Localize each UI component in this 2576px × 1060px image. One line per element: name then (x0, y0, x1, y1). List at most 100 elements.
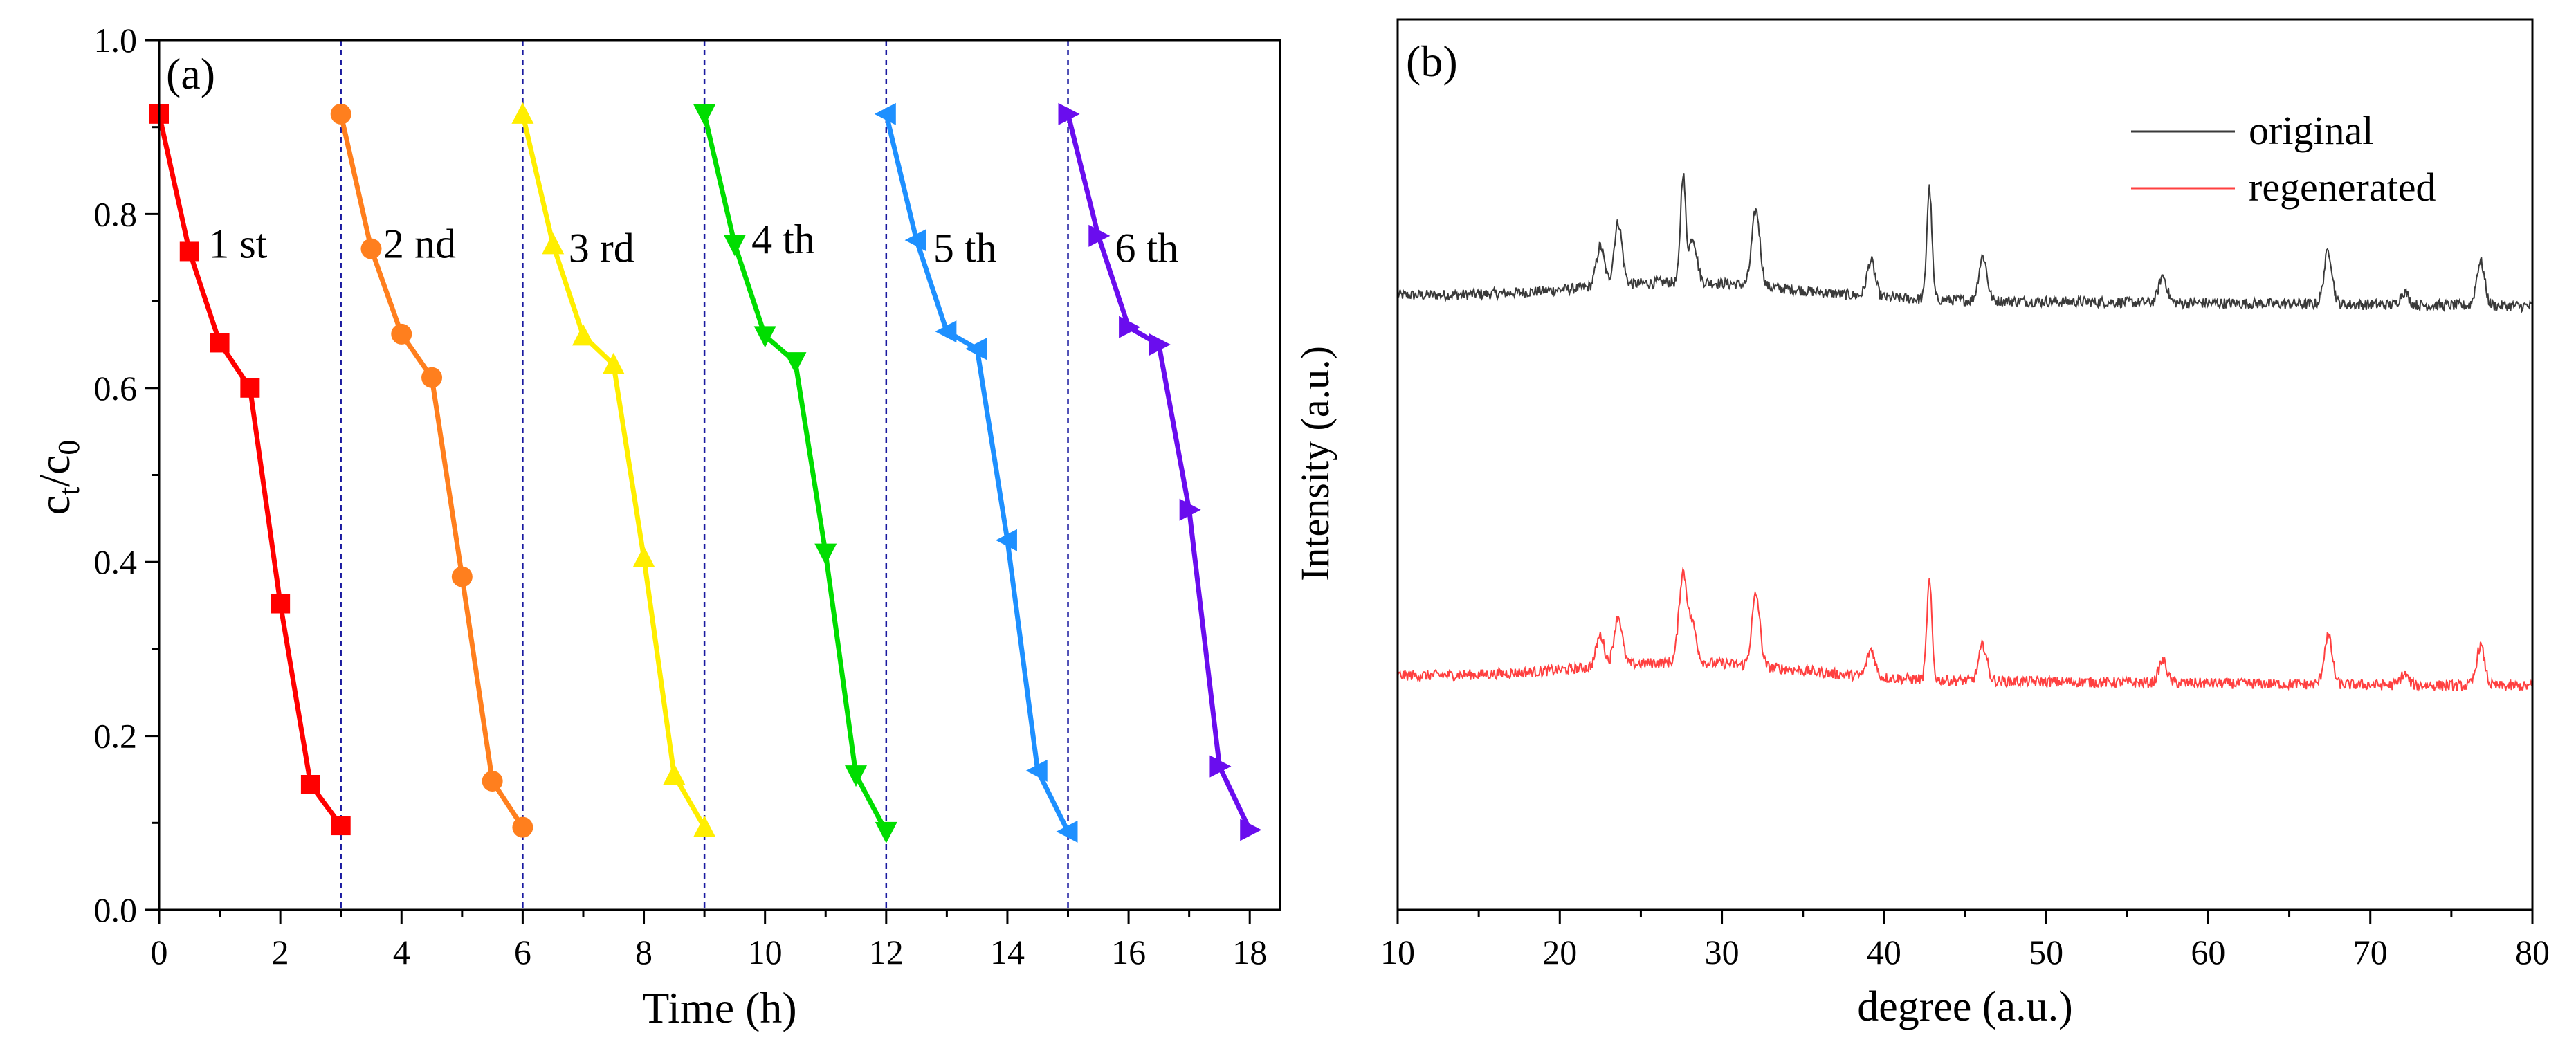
data-point (482, 770, 503, 792)
data-point (663, 763, 686, 785)
data-point (632, 545, 655, 567)
x-tick-label: 40 (1867, 933, 1901, 971)
data-point (330, 103, 351, 125)
x-tick-label: 0 (151, 933, 168, 971)
data-point (965, 338, 987, 360)
x-tick-label: 12 (869, 933, 904, 971)
y-axis-label-sub-t: t (52, 487, 86, 495)
x-tick-label: 4 (393, 933, 410, 971)
cycle-label: 5 th (933, 226, 997, 271)
panel-a-label: (a) (166, 49, 215, 98)
panel-b-plot-frame (1396, 18, 2534, 911)
y-axis-label-c: c (30, 495, 79, 515)
data-point (814, 543, 837, 565)
series-line (1066, 113, 1252, 831)
x-axis-ticks: 10 20 30 40 50 60 70 80 (1380, 910, 2550, 971)
series-cycle-3 (511, 102, 716, 837)
series-cycle-1 (149, 104, 351, 836)
y-axis-label-sub-0: 0 (52, 440, 86, 455)
x-tick-label: 14 (990, 933, 1025, 971)
x-axis-label: degree (a.u.) (1857, 983, 2073, 1030)
x-tick-label: 20 (1542, 933, 1577, 971)
data-point (1179, 498, 1201, 521)
series-cycle-2 (330, 103, 533, 838)
data-point (1056, 820, 1078, 843)
data-point (210, 333, 230, 353)
data-point (300, 774, 320, 794)
x-tick-label: 2 (272, 933, 289, 971)
series-line (520, 113, 707, 829)
x-tick-label: 80 (2515, 933, 2550, 971)
data-point (271, 594, 291, 614)
data-point (693, 104, 716, 126)
xrd-series-regenerated (1397, 567, 2533, 692)
data-point (391, 323, 412, 345)
legend: original regenerated (2131, 108, 2436, 210)
series-cycle-5 (874, 102, 1078, 843)
data-point (904, 229, 926, 252)
cycle-dividers (340, 40, 1069, 910)
y-tick-label: 0.4 (94, 542, 138, 581)
series-cycle-6 (1058, 102, 1262, 841)
panel-b-label: (b) (1406, 37, 1458, 86)
data-point (179, 241, 199, 262)
cycle-label: 1 st (208, 221, 267, 266)
cycle-label: 6 th (1115, 226, 1179, 271)
x-tick-label: 70 (2353, 933, 2388, 971)
data-point (1088, 224, 1111, 247)
data-point (602, 352, 625, 374)
data-point (1209, 755, 1232, 778)
data-point (935, 320, 957, 343)
series-line (884, 113, 1070, 833)
y-tick-label: 0.8 (94, 194, 138, 233)
data-point (421, 367, 443, 388)
data-point (511, 102, 534, 124)
cycle-label: 3 rd (569, 226, 634, 271)
data-point (995, 529, 1017, 551)
data-point (451, 566, 473, 587)
xrd-series-original (1397, 173, 2533, 313)
cycle-labels: 1 st 2 nd 3 rd 4 th 5 th 6 th (208, 217, 1178, 271)
x-tick-label: 16 (1111, 933, 1146, 971)
series-cycle-4 (693, 104, 897, 843)
x-tick-label: 30 (1705, 933, 1739, 971)
cycle-label: 2 nd (383, 221, 456, 266)
y-tick-label: 0.2 (94, 717, 138, 756)
data-point (875, 821, 897, 843)
degradation-series (149, 102, 1262, 843)
x-tick-label: 6 (514, 933, 531, 971)
y-tick-label: 0.0 (94, 890, 138, 929)
data-point (874, 102, 896, 125)
x-tick-label: 50 (2029, 933, 2063, 971)
cycle-label: 4 th (751, 217, 815, 262)
x-tick-label: 18 (1232, 933, 1267, 971)
data-point (1025, 759, 1048, 782)
panel-a-degradation-cycles: 0 2 4 6 8 10 12 14 16 18 0.0 0.2 0.4 0.6 0.8 1.0 1 st 2… (30, 21, 1281, 1032)
data-point (845, 765, 868, 787)
y-axis-label-sep: /c (30, 455, 79, 487)
data-point (693, 815, 716, 837)
data-point (240, 378, 260, 398)
x-tick-label: 10 (748, 933, 783, 971)
data-point (723, 235, 746, 257)
data-point (1119, 316, 1141, 338)
data-point (572, 324, 594, 346)
panel-b-xrd-patterns: 10 20 30 40 50 60 70 80 (b) original regenerate… (1292, 18, 2550, 1030)
x-tick-label: 60 (2191, 933, 2225, 971)
x-tick-label: 10 (1380, 933, 1415, 971)
legend-label-regenerated: regenerated (2249, 165, 2436, 210)
data-point (360, 238, 382, 259)
data-point (512, 816, 533, 838)
data-point (753, 326, 776, 348)
data-point (331, 816, 351, 836)
data-point (1240, 819, 1262, 841)
y-tick-label: 0.6 (94, 369, 138, 408)
x-tick-label: 8 (635, 933, 652, 971)
y-axis-ticks: 0.0 0.2 0.4 0.6 0.8 1.0 (94, 21, 159, 929)
x-axis-label: Time (h) (642, 983, 796, 1032)
legend-label-original: original (2249, 108, 2373, 153)
data-point (1149, 333, 1171, 356)
data-point (1058, 102, 1080, 125)
y-axis-label: Intensity (a.u.) (1292, 346, 1337, 581)
